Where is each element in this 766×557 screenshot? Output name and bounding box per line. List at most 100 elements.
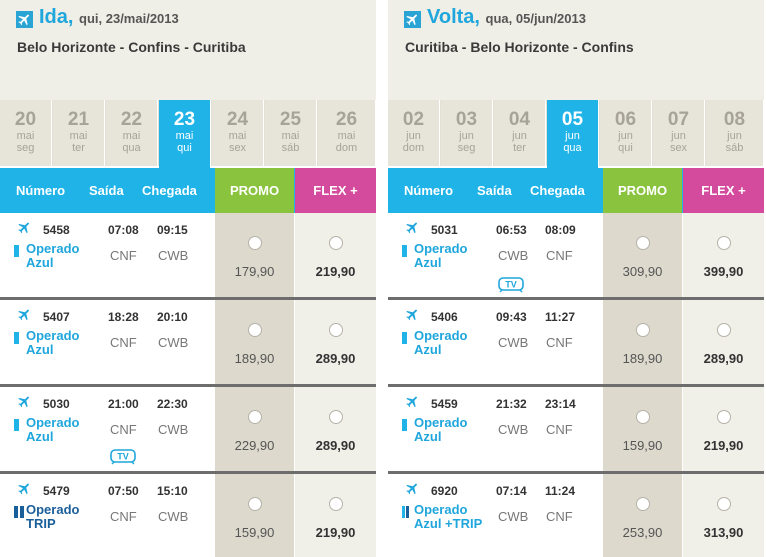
date-month: jun [618,130,633,142]
date-weekday: qua [122,142,141,154]
promo-radio[interactable] [247,323,262,337]
flight-number: 5030 [43,397,70,411]
origin-airport: CWB [498,422,529,437]
date-tab-06[interactable]: 06 jun qui [600,100,652,166]
col-arrival: Chegada [142,183,197,198]
operator-line2: Azul [414,255,442,270]
promo-radio[interactable] [635,236,650,250]
operator-label: Operado Azul [414,329,467,357]
date-weekday: ter [513,142,526,154]
destination-airport: CNF [546,509,573,524]
col-promo: PROMO [215,168,294,213]
flight-row: 5459 21:32 23:14 Operado Azul CWB CNF 159,90 219… [388,387,764,474]
promo-fare-option[interactable]: 309,90 [603,213,682,297]
flex-fare-option[interactable]: 399,90 [683,213,764,297]
flex-fare-option[interactable]: 289,90 [295,387,376,471]
promo-radio[interactable] [635,323,650,337]
flex-fare-option[interactable]: 219,90 [683,387,764,471]
flex-radio[interactable] [716,410,731,424]
airplane-badge-icon [16,11,33,28]
date-tab-22[interactable]: 22 mai qua [106,100,158,166]
promo-price: 159,90 [622,438,663,453]
col-number: Número [404,183,454,198]
date-tab-03[interactable]: 03 jun seg [441,100,493,166]
date-month: jun [727,130,742,142]
promo-fare-option[interactable]: 159,90 [215,474,294,557]
operator-line2: Azul [26,342,54,357]
date-tab-26[interactable]: 26 mai dom [318,100,376,166]
promo-fare-option[interactable]: 189,90 [215,300,294,384]
flex-price: 313,90 [703,525,744,540]
promo-fare-option[interactable]: 189,90 [603,300,682,384]
arrival-time: 09:15 [157,223,188,237]
date-weekday: dom [402,142,425,154]
date-month: jun [565,130,580,142]
tv-badge-label: TV [117,452,129,462]
airplane-icon [17,220,32,240]
date-tab-24[interactable]: 24 mai sex [212,100,264,166]
operator-label: Operado Azul [414,242,467,270]
date-day: 07 [667,109,690,130]
origin-airport: CNF [110,248,137,263]
operator-azul-icon [402,245,407,257]
promo-fare-option[interactable]: 253,90 [603,474,682,557]
operator-line2: Azul [414,429,442,444]
date-tab-07[interactable]: 07 jun sex [653,100,705,166]
promo-radio[interactable] [247,497,262,511]
direction-date: qua, 05/jun/2013 [485,11,586,26]
route-label: Belo Horizonte - Confins - Curitiba [17,39,246,55]
origin-airport: CNF [110,422,137,437]
date-weekday: sex [228,142,247,154]
promo-price: 189,90 [234,351,275,366]
promo-price: 253,90 [622,525,663,540]
date-tab-23[interactable]: 23 mai qui [159,100,211,168]
date-weekday: sex [669,142,688,154]
date-tab-04[interactable]: 04 jun ter [494,100,546,166]
flex-radio[interactable] [716,497,731,511]
flex-radio[interactable] [328,236,343,250]
flex-fare-option[interactable]: 313,90 [683,474,764,557]
promo-price: 309,90 [622,264,663,279]
operator-trip-icon [20,506,24,518]
date-month: jun [512,130,527,142]
origin-airport: CWB [498,248,529,263]
date-tab-05[interactable]: 05 jun qua [547,100,599,168]
date-tab-20[interactable]: 20 mai seg [0,100,52,166]
flex-fare-option[interactable]: 289,90 [683,300,764,384]
flight-number: 5407 [43,310,70,324]
promo-fare-option[interactable]: 229,90 [215,387,294,471]
date-tab-02[interactable]: 02 jun dom [388,100,440,166]
promo-radio[interactable] [635,497,650,511]
flight-row: 5406 09:43 11:27 Operado Azul CWB CNF 189,90 289… [388,300,764,387]
operator-line2: TRIP [26,516,56,531]
flex-radio[interactable] [716,323,731,337]
col-flex: FLEX + [683,168,764,213]
flight-number: 5406 [431,310,458,324]
date-tab-25[interactable]: 25 mai sáb [265,100,317,166]
operator-label: Operado Azul [26,329,79,357]
operator-line1: Operado [26,415,80,430]
flex-fare-option[interactable]: 219,90 [295,474,376,557]
panel-header: Ida, qui, 23/mai/2013 Belo Horizonte - Co… [0,0,376,100]
date-tab-21[interactable]: 21 mai ter [53,100,105,166]
origin-airport: CNF [110,335,137,350]
date-day: 06 [614,109,637,130]
promo-radio[interactable] [635,410,650,424]
row-divider [388,471,764,474]
promo-radio[interactable] [247,236,262,250]
date-day: 20 [14,109,37,130]
flex-radio[interactable] [716,236,731,250]
flight-row: 5407 18:28 20:10 Operado Azul CNF CWB 189,90 289… [0,300,376,387]
promo-fare-option[interactable]: 179,90 [215,213,294,297]
flex-fare-option[interactable]: 289,90 [295,300,376,384]
date-tab-08[interactable]: 08 jun sáb [706,100,764,166]
date-month: mai [337,130,356,142]
promo-radio[interactable] [247,410,262,424]
flex-radio[interactable] [328,323,343,337]
flex-radio[interactable] [328,410,343,424]
promo-fare-option[interactable]: 159,90 [603,387,682,471]
operator-line1: Operado [26,328,80,343]
flex-radio[interactable] [328,497,343,511]
direction-label: Ida, [39,6,74,28]
flex-fare-option[interactable]: 219,90 [295,213,376,297]
